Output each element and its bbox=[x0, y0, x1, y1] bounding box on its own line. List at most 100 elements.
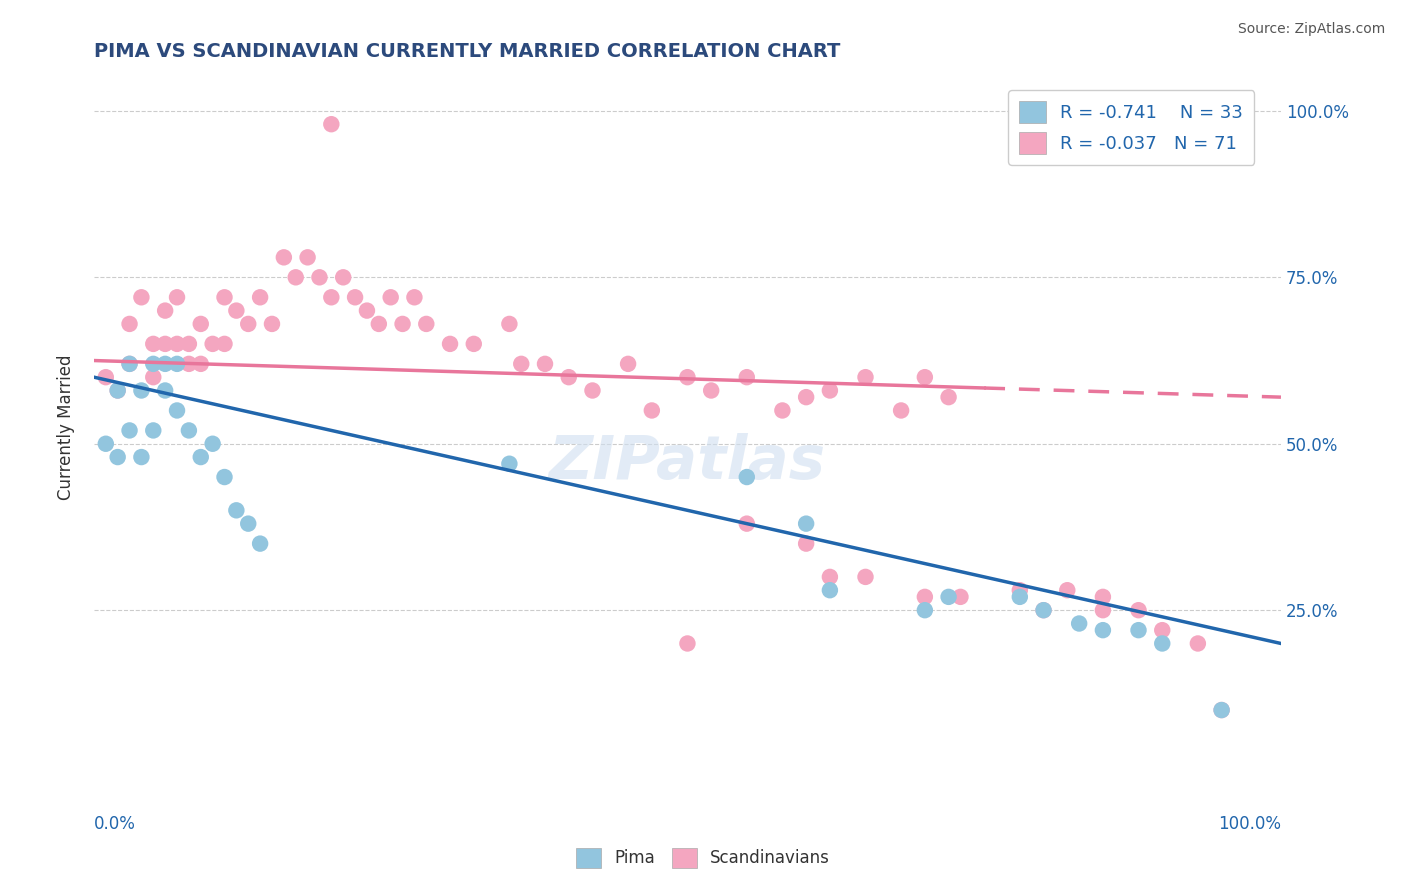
Point bbox=[177, 337, 200, 351]
Point bbox=[94, 370, 117, 384]
Point bbox=[510, 357, 533, 371]
Point bbox=[581, 384, 603, 398]
Point bbox=[190, 450, 212, 464]
Point bbox=[1152, 636, 1174, 650]
Point bbox=[118, 317, 141, 331]
Point bbox=[617, 357, 640, 371]
Point bbox=[225, 503, 247, 517]
Point bbox=[190, 357, 212, 371]
Point bbox=[344, 290, 367, 304]
Point bbox=[439, 337, 461, 351]
Point bbox=[214, 470, 236, 484]
Point bbox=[153, 384, 176, 398]
Point bbox=[818, 384, 841, 398]
Point bbox=[1032, 603, 1054, 617]
Point bbox=[297, 251, 319, 265]
Point bbox=[118, 357, 141, 371]
Point bbox=[214, 290, 236, 304]
Point bbox=[153, 357, 176, 371]
Point bbox=[177, 357, 200, 371]
Point bbox=[201, 337, 224, 351]
Y-axis label: Currently Married: Currently Married bbox=[58, 354, 75, 500]
Point bbox=[770, 403, 793, 417]
Point bbox=[260, 317, 283, 331]
Point bbox=[404, 290, 426, 304]
Point bbox=[534, 357, 557, 371]
Point bbox=[558, 370, 581, 384]
Point bbox=[356, 303, 378, 318]
Point bbox=[1211, 703, 1233, 717]
Point bbox=[238, 516, 260, 531]
Point bbox=[391, 317, 413, 331]
Point bbox=[794, 516, 817, 531]
Point bbox=[166, 403, 188, 417]
Point bbox=[1091, 603, 1114, 617]
Point bbox=[1008, 583, 1031, 598]
Point bbox=[1128, 603, 1150, 617]
Point bbox=[131, 384, 153, 398]
Point bbox=[153, 337, 176, 351]
Point bbox=[1032, 603, 1054, 617]
Point bbox=[142, 370, 165, 384]
Point bbox=[225, 303, 247, 318]
Point bbox=[1187, 636, 1209, 650]
Text: 100.0%: 100.0% bbox=[1218, 815, 1281, 833]
Point bbox=[166, 357, 188, 371]
Point bbox=[1069, 616, 1091, 631]
Point bbox=[131, 290, 153, 304]
Point bbox=[938, 390, 960, 404]
Point bbox=[914, 603, 936, 617]
Point bbox=[321, 290, 343, 304]
Point bbox=[153, 303, 176, 318]
Point bbox=[190, 317, 212, 331]
Point bbox=[914, 590, 936, 604]
Point bbox=[1056, 583, 1078, 598]
Point bbox=[107, 384, 129, 398]
Point bbox=[1008, 590, 1031, 604]
Point bbox=[938, 590, 960, 604]
Point bbox=[676, 370, 699, 384]
Point bbox=[700, 384, 723, 398]
Point bbox=[214, 337, 236, 351]
Text: PIMA VS SCANDINAVIAN CURRENTLY MARRIED CORRELATION CHART: PIMA VS SCANDINAVIAN CURRENTLY MARRIED C… bbox=[94, 42, 841, 61]
Legend: R = -0.741    N = 33, R = -0.037   N = 71: R = -0.741 N = 33, R = -0.037 N = 71 bbox=[1008, 90, 1254, 165]
Point bbox=[308, 270, 330, 285]
Point bbox=[238, 317, 260, 331]
Point bbox=[166, 290, 188, 304]
Point bbox=[177, 424, 200, 438]
Point bbox=[794, 536, 817, 550]
Point bbox=[249, 290, 271, 304]
Point bbox=[735, 470, 758, 484]
Point bbox=[142, 424, 165, 438]
Point bbox=[380, 290, 402, 304]
Point bbox=[1152, 623, 1174, 637]
Point bbox=[249, 536, 271, 550]
Point bbox=[794, 390, 817, 404]
Point bbox=[321, 117, 343, 131]
Point bbox=[1091, 623, 1114, 637]
Point bbox=[332, 270, 354, 285]
Point bbox=[107, 384, 129, 398]
Point bbox=[855, 570, 877, 584]
Point bbox=[818, 583, 841, 598]
Point bbox=[107, 450, 129, 464]
Legend: Pima, Scandinavians: Pima, Scandinavians bbox=[569, 841, 837, 875]
Point bbox=[641, 403, 664, 417]
Point bbox=[890, 403, 912, 417]
Point bbox=[1211, 703, 1233, 717]
Point bbox=[463, 337, 485, 351]
Point bbox=[735, 370, 758, 384]
Text: ZIPatlas: ZIPatlas bbox=[548, 433, 825, 491]
Point bbox=[142, 357, 165, 371]
Point bbox=[273, 251, 295, 265]
Point bbox=[855, 370, 877, 384]
Point bbox=[118, 424, 141, 438]
Point bbox=[415, 317, 437, 331]
Point bbox=[735, 516, 758, 531]
Point bbox=[131, 450, 153, 464]
Point bbox=[498, 317, 520, 331]
Point bbox=[201, 436, 224, 450]
Point bbox=[949, 590, 972, 604]
Point bbox=[498, 457, 520, 471]
Point bbox=[94, 436, 117, 450]
